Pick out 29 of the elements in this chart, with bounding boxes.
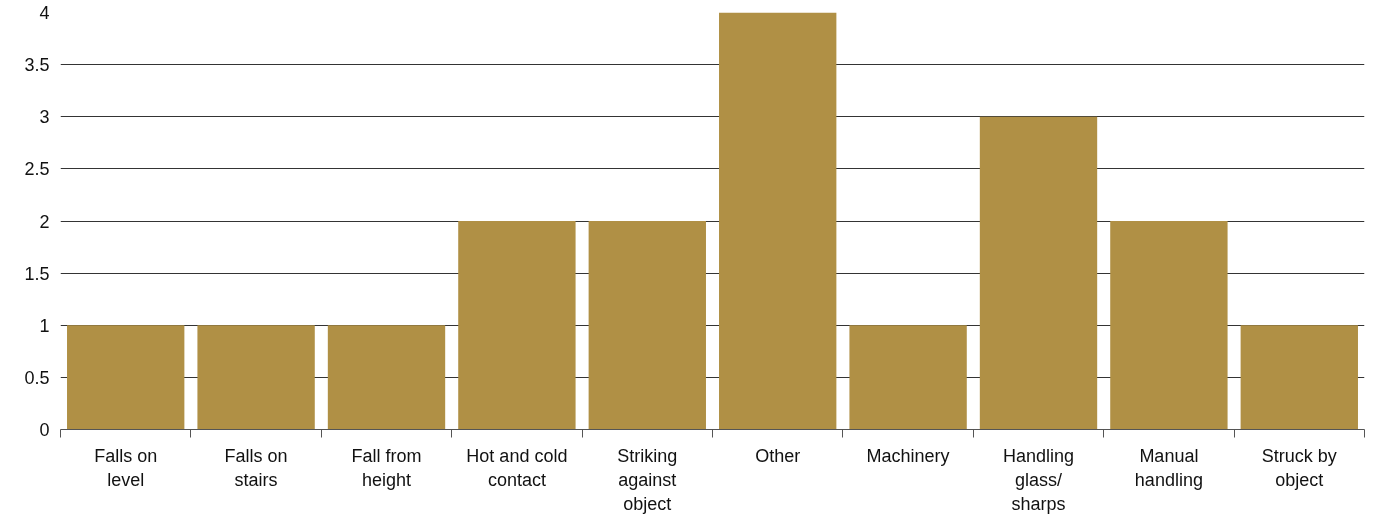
bar — [979, 116, 1098, 430]
y-tick-label: 2.5 — [24, 159, 50, 180]
bar — [849, 325, 967, 430]
x-tick-label: Falls on level — [94, 445, 158, 490]
y-tick-label: 4 — [39, 3, 50, 23]
x-tick-label: Machinery — [866, 445, 950, 466]
x-tick-label: Other — [755, 445, 801, 466]
bar — [197, 325, 315, 430]
bar — [1240, 325, 1358, 430]
bar — [327, 325, 446, 430]
x-tick-label: Handling glass/ sharps — [1002, 445, 1075, 514]
x-tick-label: Hot and cold contact — [466, 445, 568, 490]
x-tick-label: Struck by object — [1261, 445, 1337, 490]
x-tick-label: Manual handling — [1134, 445, 1203, 490]
bar — [67, 325, 185, 430]
bar — [719, 12, 837, 430]
y-tick-label: 3.5 — [24, 55, 50, 76]
bar — [458, 221, 576, 430]
x-tick-label: Fall from height — [351, 445, 422, 490]
bar — [1110, 221, 1228, 430]
y-tick-label: 1 — [39, 315, 50, 336]
bar — [588, 221, 706, 430]
x-tick-label: Striking against object — [617, 445, 678, 514]
x-tick-label: Falls on stairs — [224, 445, 288, 490]
y-tick-label: 0.5 — [24, 367, 50, 388]
y-tick-label: 2 — [39, 211, 50, 232]
y-tick-label: 3 — [39, 107, 50, 128]
y-tick-label: 1.5 — [24, 263, 50, 284]
y-tick-label: 0 — [39, 420, 50, 440]
